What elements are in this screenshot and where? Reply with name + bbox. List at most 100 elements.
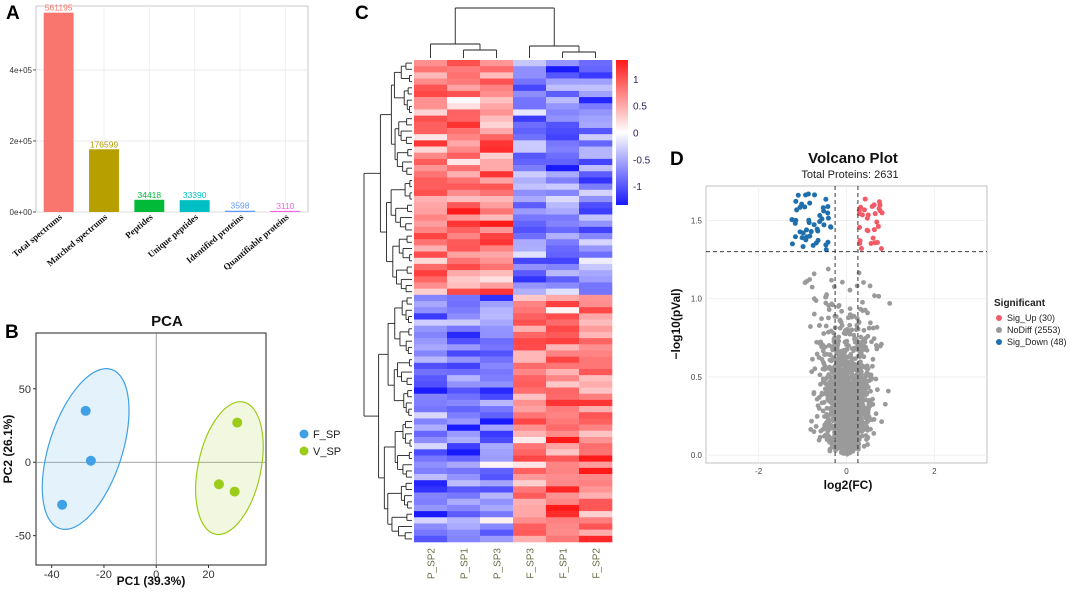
point-nodiff bbox=[858, 334, 864, 340]
point-nodiff bbox=[841, 330, 847, 336]
heatmap-cell bbox=[579, 146, 613, 153]
y-tick-label: 2e+05 bbox=[10, 137, 33, 146]
point-nodiff bbox=[856, 319, 862, 325]
heatmap-cell bbox=[414, 461, 448, 469]
point-nodiff bbox=[840, 404, 846, 410]
point-nodiff bbox=[851, 348, 856, 354]
heatmap-cell bbox=[513, 406, 547, 413]
heatmap-cell bbox=[513, 84, 547, 92]
point-sig-down bbox=[800, 244, 806, 250]
heatmap-cell bbox=[546, 288, 580, 296]
heatmap-cell bbox=[546, 276, 580, 283]
heatmap-cell bbox=[447, 319, 481, 327]
point-nodiff bbox=[873, 411, 879, 417]
heatmap-cell bbox=[546, 455, 580, 462]
heatmap-cell bbox=[480, 461, 514, 469]
heatmap-cell bbox=[579, 60, 613, 67]
plot-frame bbox=[35, 332, 267, 566]
heatmap-cell bbox=[513, 517, 547, 524]
heatmap-cell bbox=[480, 474, 514, 481]
point-nodiff bbox=[859, 378, 865, 383]
heatmap-cell bbox=[579, 325, 613, 333]
heatmap-cell bbox=[546, 183, 580, 191]
point-nodiff bbox=[864, 347, 870, 353]
heatmap-cell bbox=[546, 418, 580, 425]
heatmap-cell bbox=[447, 208, 481, 215]
heatmap-cell bbox=[579, 313, 613, 320]
heatmap-cell bbox=[414, 103, 448, 110]
y-tick-label: -50 bbox=[15, 531, 31, 543]
bar-value-label: 176599 bbox=[90, 139, 119, 149]
panel-letter-a: A bbox=[6, 3, 20, 24]
heatmap-cell bbox=[447, 406, 481, 413]
heatmap-cell bbox=[513, 109, 547, 116]
heatmap-cell bbox=[480, 529, 514, 537]
point-nodiff bbox=[852, 361, 857, 367]
heatmap-cell bbox=[414, 486, 448, 493]
heatmap-cell bbox=[480, 480, 514, 487]
heatmap-cell bbox=[513, 418, 547, 425]
heatmap-cell bbox=[480, 301, 514, 308]
heatmap-cell bbox=[579, 449, 613, 456]
heatmap-cell bbox=[480, 165, 514, 172]
point-nodiff bbox=[858, 416, 864, 422]
heatmap-cell bbox=[579, 195, 613, 203]
point-nodiff bbox=[870, 363, 875, 369]
legend-label: Sig_Down (48) bbox=[1007, 337, 1067, 347]
legend-swatch bbox=[996, 339, 1002, 345]
heatmap-cell bbox=[579, 276, 613, 283]
point-sig-down bbox=[811, 222, 817, 228]
point-nodiff bbox=[829, 356, 835, 362]
heatmap-cell bbox=[447, 158, 481, 166]
point-sig-down bbox=[800, 230, 806, 236]
heatmap-cell bbox=[546, 307, 580, 314]
pca-ylabel: PC2 (26.1%) bbox=[1, 415, 15, 484]
point-nodiff bbox=[874, 346, 880, 352]
point-nodiff bbox=[852, 336, 858, 342]
heatmap-cell bbox=[579, 399, 613, 407]
heatmap-cell bbox=[480, 233, 514, 240]
point-nodiff bbox=[879, 419, 885, 425]
heatmap-cell bbox=[447, 313, 481, 320]
heatmap-cell bbox=[447, 84, 481, 92]
heatmap-cell bbox=[480, 338, 514, 345]
heatmap-cell bbox=[546, 356, 580, 364]
heatmap-cell bbox=[513, 307, 547, 314]
heatmap-cell bbox=[414, 90, 448, 98]
point-nodiff bbox=[849, 370, 854, 375]
heatmap-cell bbox=[579, 158, 613, 166]
heatmap-cell bbox=[579, 436, 613, 444]
point-nodiff bbox=[819, 390, 825, 396]
point-sig-up bbox=[874, 240, 880, 246]
heatmap-cell bbox=[513, 282, 547, 289]
volcano-xlabel: log2(FC) bbox=[824, 478, 873, 492]
point-sig-down bbox=[821, 208, 827, 214]
heatmap-cell bbox=[546, 171, 580, 178]
heatmap-cell bbox=[480, 381, 514, 388]
point-nodiff bbox=[849, 373, 855, 379]
heatmap-cell bbox=[414, 350, 448, 357]
heatmap-cell bbox=[513, 208, 547, 215]
point-nodiff bbox=[870, 325, 876, 331]
heatmap-cell bbox=[447, 517, 481, 524]
point-nodiff bbox=[813, 424, 819, 429]
heatmap-cell bbox=[546, 109, 580, 116]
heatmap-cell bbox=[546, 504, 580, 512]
heatmap-cell bbox=[480, 140, 514, 147]
point-sig-up bbox=[861, 207, 867, 213]
heatmap-cell bbox=[513, 270, 547, 277]
heatmap-cell bbox=[480, 455, 514, 462]
point-nodiff bbox=[847, 312, 853, 318]
bar-value-label: 561195 bbox=[45, 3, 73, 13]
point-nodiff bbox=[865, 384, 871, 390]
heatmap-cell bbox=[447, 424, 481, 432]
heatmap-cell bbox=[447, 449, 481, 456]
heatmap-cell bbox=[414, 239, 448, 246]
heatmap-cell bbox=[579, 263, 613, 271]
y-tick-label: 0 bbox=[25, 457, 31, 469]
heatmap-cell bbox=[414, 233, 448, 240]
point-nodiff bbox=[842, 339, 848, 345]
heatmap-cell bbox=[414, 412, 448, 419]
heatmap-cell bbox=[513, 245, 547, 252]
point-nodiff bbox=[867, 320, 873, 326]
